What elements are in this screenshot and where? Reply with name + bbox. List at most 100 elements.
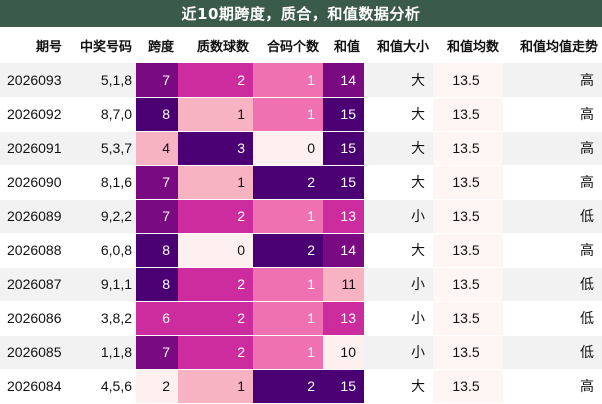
span-cell: 7 xyxy=(136,199,178,234)
sum-trend-cell: 高 xyxy=(503,131,602,166)
period-cell: 2026092 xyxy=(0,97,66,132)
prime-count-cell: 2 xyxy=(178,267,253,302)
sum-cell: 15 xyxy=(323,131,364,166)
sum-trend-cell: 高 xyxy=(503,369,602,404)
span-cell: 7 xyxy=(136,335,178,370)
sum-size-cell: 小 xyxy=(364,267,433,302)
prime-count-cell: 2 xyxy=(178,63,253,98)
sum-trend-cell: 低 xyxy=(503,335,602,370)
header-composite-count: 合码个数 xyxy=(253,27,323,63)
table-row: 2026093 5,1,8 7 2 1 14 大 13.5 高 xyxy=(0,63,602,98)
sum-size-cell: 大 xyxy=(364,131,433,166)
sum-cell: 10 xyxy=(323,335,364,370)
header-span: 跨度 xyxy=(136,27,178,63)
numbers-cell: 9,1,1 xyxy=(66,267,136,302)
period-cell: 2026088 xyxy=(0,233,66,268)
sum-average-cell: 13.5 xyxy=(433,267,503,302)
sum-trend-cell: 高 xyxy=(503,97,602,132)
span-cell: 7 xyxy=(136,63,178,98)
composite-count-cell: 1 xyxy=(253,63,323,98)
sum-cell: 11 xyxy=(323,267,364,302)
table-row: 2026084 4,5,6 2 1 2 15 大 13.5 高 xyxy=(0,369,602,404)
sum-size-cell: 大 xyxy=(364,233,433,268)
header-sum: 和值 xyxy=(323,27,364,63)
sum-size-cell: 小 xyxy=(364,301,433,336)
numbers-cell: 5,1,8 xyxy=(66,63,136,98)
composite-count-cell: 2 xyxy=(253,233,323,268)
header-sum-size: 和值大小 xyxy=(364,27,433,63)
prime-count-cell: 2 xyxy=(178,335,253,370)
sum-average-cell: 13.5 xyxy=(433,97,503,132)
sum-cell: 15 xyxy=(323,165,364,200)
sum-trend-cell: 高 xyxy=(503,233,602,268)
sum-average-cell: 13.5 xyxy=(433,165,503,200)
sum-average-cell: 13.5 xyxy=(433,301,503,336)
sum-size-cell: 大 xyxy=(364,63,433,98)
table-row: 2026087 9,1,1 8 2 1 11 小 13.5 低 xyxy=(0,267,602,302)
sum-trend-cell: 低 xyxy=(503,267,602,302)
prime-count-cell: 0 xyxy=(178,233,253,268)
table-row: 2026090 8,1,6 7 1 2 15 大 13.5 高 xyxy=(0,165,602,200)
sum-cell: 14 xyxy=(323,233,364,268)
composite-count-cell: 1 xyxy=(253,199,323,234)
span-cell: 4 xyxy=(136,131,178,166)
table-title: 近10期跨度，质合，和值数据分析 xyxy=(0,0,602,27)
span-cell: 8 xyxy=(136,97,178,132)
sum-trend-cell: 高 xyxy=(503,63,602,98)
span-cell: 7 xyxy=(136,165,178,200)
span-cell: 6 xyxy=(136,301,178,336)
composite-count-cell: 1 xyxy=(253,301,323,336)
header-row: 期号 中奖号码 跨度 质数球数 合码个数 和值 和值大小 和值均数 和值均值走势 xyxy=(0,27,602,63)
prime-count-cell: 2 xyxy=(178,301,253,336)
header-sum-average: 和值均数 xyxy=(433,27,503,63)
span-cell: 8 xyxy=(136,233,178,268)
table-row: 2026089 9,2,2 7 2 1 13 小 13.5 低 xyxy=(0,199,602,234)
sum-cell: 13 xyxy=(323,301,364,336)
sum-size-cell: 小 xyxy=(364,335,433,370)
header-prime-count: 质数球数 xyxy=(178,27,253,63)
numbers-cell: 8,1,6 xyxy=(66,165,136,200)
prime-count-cell: 2 xyxy=(178,199,253,234)
header-numbers: 中奖号码 xyxy=(66,27,136,63)
prime-count-cell: 1 xyxy=(178,97,253,132)
sum-trend-cell: 低 xyxy=(503,301,602,336)
table-row: 2026088 6,0,8 8 0 2 14 大 13.5 高 xyxy=(0,233,602,268)
span-cell: 8 xyxy=(136,267,178,302)
composite-count-cell: 2 xyxy=(253,369,323,404)
composite-count-cell: 1 xyxy=(253,335,323,370)
header-period: 期号 xyxy=(0,27,66,63)
period-cell: 2026091 xyxy=(0,131,66,166)
sum-cell: 15 xyxy=(323,369,364,404)
numbers-cell: 5,3,7 xyxy=(66,131,136,166)
composite-count-cell: 1 xyxy=(253,97,323,132)
numbers-cell: 3,8,2 xyxy=(66,301,136,336)
period-cell: 2026085 xyxy=(0,335,66,370)
composite-count-cell: 0 xyxy=(253,131,323,166)
sum-trend-cell: 低 xyxy=(503,199,602,234)
sum-average-cell: 13.5 xyxy=(433,335,503,370)
sum-average-cell: 13.5 xyxy=(433,131,503,166)
period-cell: 2026089 xyxy=(0,199,66,234)
composite-count-cell: 1 xyxy=(253,267,323,302)
period-cell: 2026093 xyxy=(0,63,66,98)
analysis-table: 期号 中奖号码 跨度 质数球数 合码个数 和值 和值大小 和值均数 和值均值走势… xyxy=(0,27,602,404)
sum-size-cell: 大 xyxy=(364,369,433,404)
period-cell: 2026090 xyxy=(0,165,66,200)
numbers-cell: 8,7,0 xyxy=(66,97,136,132)
table-row: 2026092 8,7,0 8 1 1 15 大 13.5 高 xyxy=(0,97,602,132)
sum-cell: 13 xyxy=(323,199,364,234)
header-sum-trend: 和值均值走势 xyxy=(503,27,602,63)
numbers-cell: 1,1,8 xyxy=(66,335,136,370)
table-body: 2026093 5,1,8 7 2 1 14 大 13.5 高 2026092 8,7,0 8 1 1 15… xyxy=(0,63,602,404)
sum-cell: 14 xyxy=(323,63,364,98)
table-row: 2026091 5,3,7 4 3 0 15 大 13.5 高 xyxy=(0,131,602,166)
numbers-cell: 4,5,6 xyxy=(66,369,136,404)
span-cell: 2 xyxy=(136,369,178,404)
composite-count-cell: 2 xyxy=(253,165,323,200)
sum-average-cell: 13.5 xyxy=(433,233,503,268)
table-row: 2026085 1,1,8 7 2 1 10 小 13.5 低 xyxy=(0,335,602,370)
numbers-cell: 9,2,2 xyxy=(66,199,136,234)
prime-count-cell: 3 xyxy=(178,131,253,166)
period-cell: 2026087 xyxy=(0,267,66,302)
